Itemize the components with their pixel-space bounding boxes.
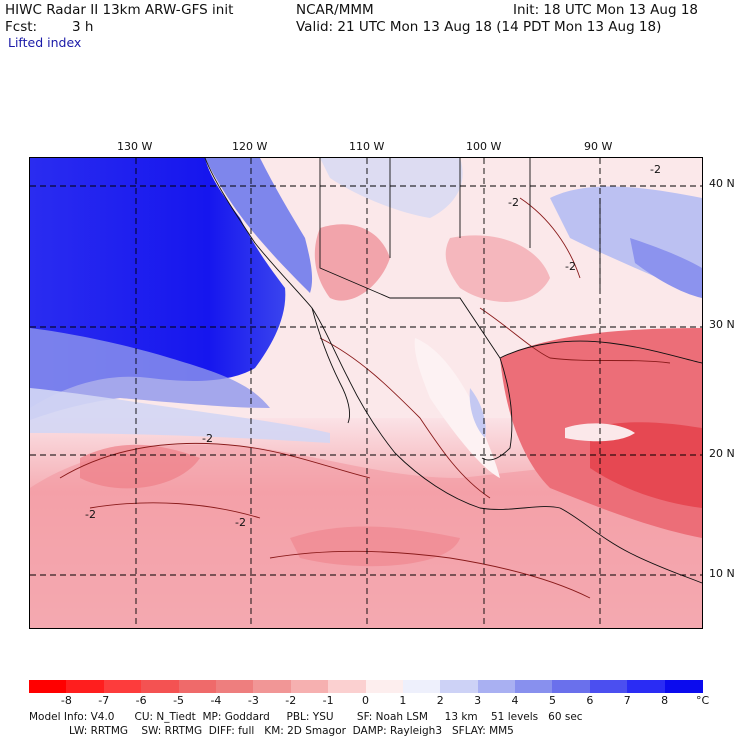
colorbar-swatch [178,680,217,693]
gulf-coast-us [499,340,702,364]
colorbar-tick-label: -3 [247,694,259,707]
contour-label: -2 [565,260,576,273]
colorbar-tick-label: 6 [586,694,594,707]
forecast-hour: 3 h [72,19,94,35]
colorbar-swatch [103,680,142,693]
gulf-coast-mexico [481,357,513,461]
lon-label-90w: 90 W [584,140,613,153]
colorbar-swatch [402,680,441,693]
colorbar-unit: °C [696,694,710,707]
contour-label: -2 [508,196,519,209]
field-name: Lifted index [8,35,82,50]
northeast-stable-core [630,238,702,298]
colorbar-tick-label: 7 [623,694,631,707]
colorbar-swatch [627,680,666,693]
colorbar-swatch [66,680,105,693]
contour-label: -2 [235,516,246,529]
state-borders [389,158,601,288]
contour-label: -2 [85,508,96,521]
colorbar-tick-label: -5 [173,694,185,707]
valid-time: Valid: 21 UTC Mon 13 Aug 18 (14 PDT Mon … [296,19,662,35]
colorbar-swatch [440,680,479,693]
lon-label-110w: 110 W [349,140,385,153]
baja-peninsula [311,307,351,424]
stable-pocket [469,388,486,438]
lifted-index-map: -2 -2 -2 -2 -2 -2 [29,157,703,629]
contour-lines [59,197,671,599]
colorbar-swatch [253,680,292,693]
colorbar-tick-label: -8 [60,694,72,707]
colorbar-tick-label: -1 [322,694,334,707]
colorbar-swatch [552,680,591,693]
model-info-line1: Model Info: V4.0 CU: N_Tiedt MP: Goddard… [29,711,583,723]
contour-line [519,197,581,279]
colorbar-tick-label: 5 [548,694,556,707]
colorbar-tick-label: 4 [511,694,519,707]
colorbar-swatch [141,680,180,693]
colorbar-swatch [328,680,367,693]
colorbar-tick-label: -4 [210,694,222,707]
model-info-line2: LW: RRTMG SW: RRTMG DIFF: full KM: 2D Sm… [29,725,514,737]
unstable-cell [314,224,390,301]
colorbar-tick-label: 1 [399,694,407,707]
coastal-stable-band [205,158,313,293]
stable-light-zone [320,158,463,218]
us-mexico-border [319,158,501,359]
colorbar-swatch [365,680,404,693]
contour-line [319,337,491,499]
colorbar-swatch [664,680,703,693]
colorbar-tick-label: -7 [98,694,110,707]
colorbar-swatch [290,680,329,693]
colorbar-swatch [215,680,254,693]
stable-light-zone [30,388,330,443]
plateau-neutral-zone [414,338,500,478]
org-label: NCAR/MMM [296,2,374,18]
lat-label-10n: 10 N [709,567,735,580]
init-time: Init: 18 UTC Mon 13 Aug 18 [513,2,698,18]
unstable-cell [445,235,550,302]
colorbar-swatch [515,680,554,693]
lat-lon-grid [30,158,702,628]
colorbar-tick-label: 3 [474,694,482,707]
colorbar-swatch [29,680,67,693]
pacific-coastline [204,158,702,584]
lat-label-30n: 30 N [709,318,735,331]
unstable-cell [290,526,460,567]
colorbar-tick-label: 8 [661,694,669,707]
contour-label: -2 [202,432,213,445]
forecast-label: Fcst: [5,19,38,35]
model-title: HIWC Radar II 13km ARW-GFS init [5,2,234,18]
lon-label-100w: 100 W [466,140,502,153]
colorbar-swatch [589,680,628,693]
colorbar-swatch [477,680,516,693]
colorbar-tick-label: 0 [362,694,369,707]
colorbar-tick-label: 2 [436,694,444,707]
contour-line [59,442,371,479]
lat-label-20n: 20 N [709,447,735,460]
lon-label-120w: 120 W [232,140,268,153]
lat-label-40n: 40 N [709,177,735,190]
colorbar-tick-label: -6 [135,694,147,707]
coastlines [204,158,702,584]
caribbean-unstable-core [590,422,702,508]
contour-label: -2 [650,163,661,176]
contour-line [89,502,261,519]
contour-line [269,550,591,599]
colorbar-tick-label: -2 [285,694,297,707]
lon-label-130w: 130 W [117,140,153,153]
